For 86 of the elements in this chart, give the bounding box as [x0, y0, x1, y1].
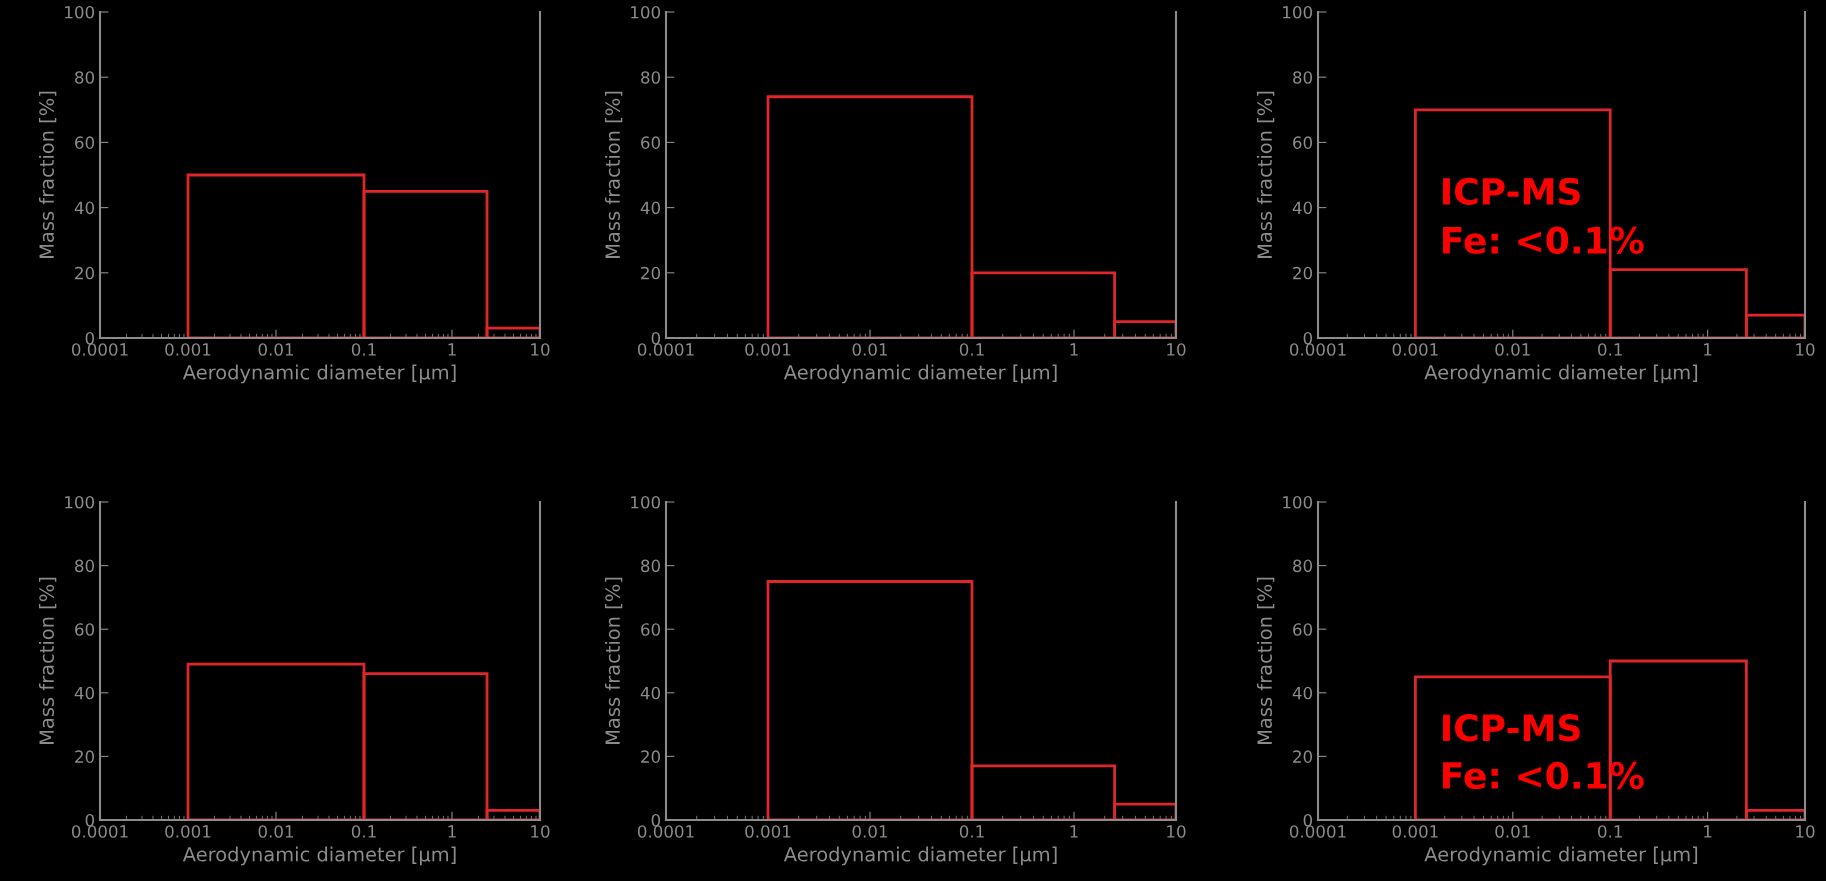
x-tick-label: 0.1 [351, 825, 376, 838]
y-axis-title: Mass fraction [%] [38, 577, 57, 744]
x-tick-label: 0.01 [1495, 825, 1530, 838]
x-tick-label: 10 [531, 825, 550, 838]
y-tick-label: 0 [651, 813, 661, 827]
y-tick-label: 60 [75, 136, 95, 149]
x-tick-label: 10 [1796, 825, 1815, 838]
annotation: ICP-MS [1443, 714, 1580, 742]
x-tick-label: 0.001 [1392, 825, 1438, 838]
y-tick-label: 80 [1293, 71, 1313, 84]
x-tick-label: 0.001 [1392, 343, 1438, 356]
y-tick-label: 100 [631, 5, 661, 19]
y-tick-label: 80 [75, 559, 95, 573]
x-tick-label: 0.01 [1495, 343, 1530, 356]
y-tick-label: 60 [1293, 623, 1313, 636]
x-axis-title: Aerodynamic diameter [µm] [182, 846, 456, 866]
y-tick-label: 0 [1303, 331, 1313, 345]
y-axis-title: Mass fraction [%] [604, 577, 623, 744]
x-tick-label: 1 [448, 825, 456, 838]
y-tick-label: 20 [75, 750, 95, 763]
y-tick-label: 40 [640, 201, 661, 215]
x-tick-label: 0.001 [165, 825, 211, 838]
x-tick-label: 0.0001 [637, 343, 694, 356]
x-tick-label: 0.01 [852, 825, 888, 838]
x-tick-label: 0.1 [351, 343, 376, 356]
y-tick-label: 80 [1293, 559, 1313, 573]
y-axis-title: Mass fraction [%] [38, 91, 57, 258]
x-tick-label: 10 [1796, 343, 1815, 356]
x-tick-label: 1 [1070, 343, 1078, 356]
y-tick-label: 60 [641, 623, 661, 636]
x-axis-title: Aerodynamic diameter [µm] [1424, 846, 1698, 866]
y-tick-label: 0 [651, 331, 661, 345]
x-tick-label: 0.1 [1598, 343, 1622, 356]
x-tick-label: 1 [1070, 825, 1078, 838]
y-tick-label: 0 [85, 813, 95, 827]
x-tick-label: 0.0001 [71, 825, 128, 838]
x-axis-title: Aerodynamic diameter [µm] [182, 364, 456, 384]
y-tick-label: 80 [641, 71, 661, 84]
x-tick-label: 0.1 [959, 825, 984, 838]
x-tick-label: 0.01 [258, 343, 294, 356]
y-tick-label: 20 [1293, 750, 1313, 763]
y-axis-title: Mass fraction [%] [1256, 91, 1275, 258]
x-tick-label: 0.01 [258, 825, 294, 838]
annotation: ICP-MS [1443, 177, 1580, 206]
y-tick-label: 40 [74, 201, 95, 215]
x-axis-title: Aerodynamic diameter [µm] [783, 846, 1057, 866]
y-tick-label: 60 [75, 623, 95, 636]
y-tick-label: 60 [641, 136, 661, 149]
y-tick-label: 80 [75, 71, 95, 84]
y-tick-label: 40 [74, 686, 95, 700]
x-tick-label: 0.0001 [1289, 825, 1346, 838]
x-axis-title: Aerodynamic diameter [µm] [783, 364, 1057, 384]
y-tick-label: 100 [65, 5, 95, 19]
y-tick-label: 0 [85, 331, 95, 345]
y-tick-label: 100 [65, 495, 95, 509]
x-tick-label: 0.001 [745, 343, 791, 356]
x-tick-label: 10 [531, 343, 550, 356]
x-tick-label: 0.1 [959, 343, 984, 356]
x-tick-label: 0.0001 [71, 343, 128, 356]
y-tick-label: 20 [641, 266, 661, 280]
y-tick-label: 20 [75, 266, 95, 280]
x-tick-label: 10 [1167, 343, 1186, 356]
x-tick-label: 0.001 [745, 825, 791, 838]
x-tick-label: 0.0001 [1289, 343, 1346, 356]
y-tick-label: 80 [641, 559, 661, 573]
y-tick-label: 40 [640, 686, 661, 700]
x-tick-label: 1 [1704, 825, 1712, 838]
x-axis-title: Aerodynamic diameter [µm] [1424, 364, 1698, 384]
x-tick-label: 1 [448, 343, 456, 356]
x-tick-label: 1 [1704, 343, 1712, 356]
y-tick-label: 20 [641, 750, 661, 763]
y-tick-label: 100 [1283, 5, 1313, 19]
y-tick-label: 40 [1292, 201, 1313, 215]
y-tick-label: 20 [1293, 266, 1313, 280]
y-axis-title: Mass fraction [%] [1256, 577, 1275, 744]
x-tick-label: 0.1 [1598, 825, 1622, 838]
y-tick-label: 60 [1293, 136, 1313, 149]
x-tick-label: 0.0001 [637, 825, 694, 838]
y-axis-title: Mass fraction [%] [604, 91, 623, 258]
y-tick-label: 0 [1303, 813, 1313, 827]
x-tick-label: 0.01 [852, 343, 888, 356]
y-tick-label: 100 [631, 495, 661, 509]
x-tick-label: 0.001 [165, 343, 211, 356]
x-tick-label: 10 [1167, 825, 1186, 838]
y-tick-label: 100 [1283, 495, 1313, 509]
y-tick-label: 40 [1292, 686, 1313, 700]
